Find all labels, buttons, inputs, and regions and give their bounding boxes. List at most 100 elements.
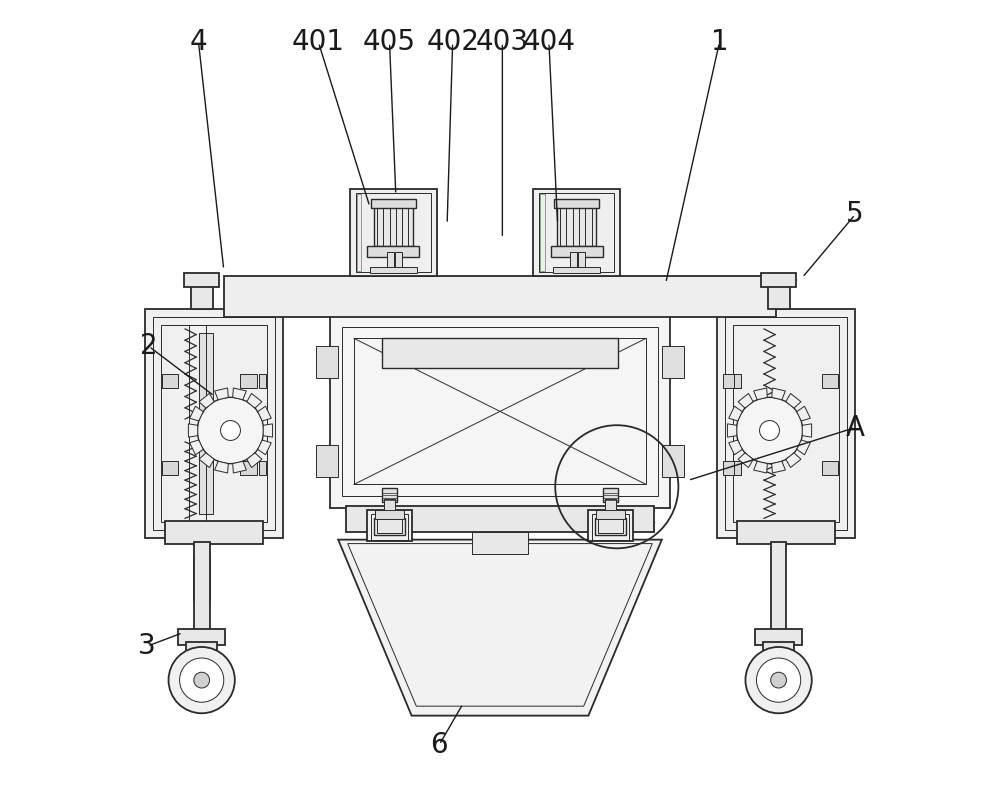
Bar	[240, 374, 257, 388]
Text: 4: 4	[190, 29, 207, 56]
Polygon shape	[215, 461, 228, 473]
Bar	[354, 338, 646, 485]
Polygon shape	[338, 539, 662, 716]
Bar	[598, 519, 623, 533]
Bar	[191, 285, 213, 309]
Bar	[346, 507, 654, 531]
Circle shape	[771, 672, 786, 688]
Text: 6: 6	[430, 731, 448, 759]
Bar	[240, 461, 257, 475]
Polygon shape	[772, 461, 785, 473]
Text: 401: 401	[292, 29, 345, 56]
Bar	[186, 642, 217, 658]
Bar	[367, 509, 412, 541]
Bar	[755, 629, 802, 645]
Text: 3: 3	[138, 632, 156, 661]
Bar	[662, 445, 684, 477]
Text: 1: 1	[711, 29, 728, 56]
Bar	[578, 253, 585, 270]
Bar	[145, 309, 283, 538]
Bar	[371, 199, 416, 208]
Polygon shape	[199, 453, 214, 467]
Circle shape	[760, 421, 779, 440]
Text: 2: 2	[140, 333, 158, 360]
Bar	[153, 317, 275, 530]
Bar	[734, 461, 741, 475]
Bar	[723, 374, 741, 388]
Bar	[316, 346, 338, 378]
Polygon shape	[199, 394, 214, 408]
Bar	[595, 517, 626, 535]
Circle shape	[194, 672, 210, 688]
Bar	[761, 273, 796, 287]
Bar	[184, 273, 219, 287]
Bar	[356, 193, 431, 272]
Polygon shape	[258, 440, 271, 455]
Bar	[370, 267, 417, 273]
Bar	[557, 205, 596, 246]
Bar	[162, 374, 178, 388]
Bar	[357, 194, 361, 272]
Bar	[570, 253, 577, 270]
Bar	[596, 509, 625, 519]
Bar	[382, 488, 397, 502]
Bar	[554, 199, 599, 208]
Polygon shape	[233, 388, 246, 400]
Bar	[540, 194, 545, 272]
Polygon shape	[729, 406, 742, 421]
Bar	[224, 276, 776, 317]
Bar	[259, 374, 266, 388]
Bar	[378, 437, 409, 451]
Polygon shape	[738, 394, 753, 408]
Circle shape	[756, 658, 801, 703]
Circle shape	[221, 421, 240, 440]
Bar	[395, 253, 402, 270]
Polygon shape	[188, 424, 198, 437]
Bar	[737, 520, 835, 544]
Bar	[387, 253, 394, 270]
Bar	[734, 374, 741, 388]
Circle shape	[197, 398, 264, 463]
Polygon shape	[738, 453, 753, 467]
Bar	[561, 437, 592, 451]
Bar	[189, 325, 206, 522]
Bar	[539, 193, 614, 272]
Bar	[342, 326, 658, 497]
Polygon shape	[247, 453, 262, 467]
Bar	[382, 338, 618, 368]
Bar	[822, 461, 838, 475]
Bar	[472, 531, 528, 554]
Bar	[178, 629, 225, 645]
Bar	[162, 461, 178, 475]
Bar	[533, 189, 620, 276]
Text: 404: 404	[522, 29, 575, 56]
Text: 402: 402	[426, 29, 479, 56]
Bar	[725, 317, 847, 530]
Polygon shape	[190, 440, 203, 455]
Bar	[165, 520, 263, 544]
Text: 405: 405	[363, 29, 416, 56]
Bar	[330, 314, 670, 508]
Text: 403: 403	[476, 29, 529, 56]
Text: A: A	[846, 413, 865, 442]
Polygon shape	[263, 424, 273, 437]
Bar	[350, 189, 437, 276]
Polygon shape	[215, 388, 228, 400]
Polygon shape	[258, 406, 271, 421]
Text: 5: 5	[846, 200, 864, 228]
Polygon shape	[247, 394, 262, 408]
Bar	[768, 285, 790, 309]
Polygon shape	[754, 388, 767, 400]
Bar	[763, 642, 794, 658]
Bar	[316, 445, 338, 477]
Bar	[822, 374, 838, 388]
Circle shape	[169, 647, 235, 714]
Polygon shape	[797, 440, 810, 455]
Bar	[367, 246, 419, 257]
Bar	[771, 542, 786, 633]
Polygon shape	[727, 424, 737, 437]
Bar	[384, 314, 403, 440]
Polygon shape	[802, 424, 812, 437]
Polygon shape	[786, 394, 801, 408]
Bar	[377, 519, 402, 533]
